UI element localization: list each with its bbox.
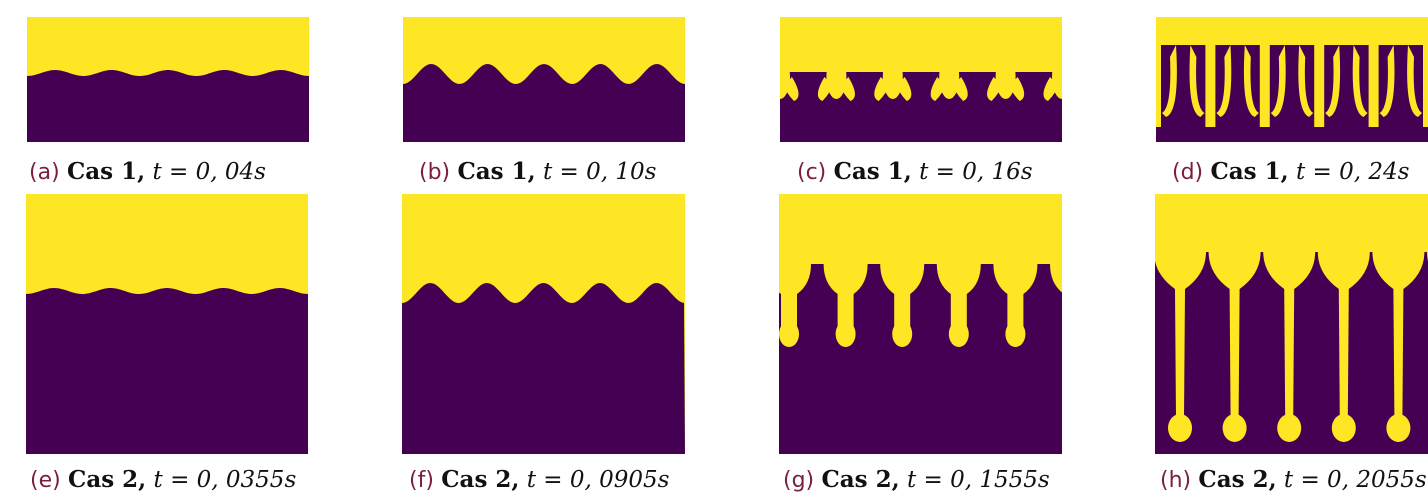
caption-g-time: t = 0, 1555s xyxy=(906,467,1050,493)
caption-d-time: t = 0, 24s xyxy=(1295,159,1410,185)
caption-c-time: t = 0, 16s xyxy=(919,159,1033,185)
caption-f: (f) Cas 2, t = 0, 0905s xyxy=(409,466,669,495)
panel-h xyxy=(1155,194,1428,454)
panel-g xyxy=(779,194,1062,454)
caption-c-label: (c) xyxy=(797,160,827,185)
caption-a-label: (a) xyxy=(29,160,60,185)
panel-f xyxy=(402,194,685,454)
panel-d xyxy=(1156,17,1428,142)
simulation-image-h xyxy=(1155,194,1428,454)
panel-b xyxy=(403,17,685,142)
simulation-image-d xyxy=(1156,17,1428,142)
caption-h-label: (h) xyxy=(1160,468,1192,493)
caption-e: (e) Cas 2, t = 0, 0355s xyxy=(30,466,296,495)
caption-f-label: (f) xyxy=(409,468,434,493)
caption-e-case: Cas 2, xyxy=(68,466,147,493)
simulation-image-e xyxy=(26,194,308,454)
caption-d: (d) Cas 1, t = 0, 24s xyxy=(1172,158,1409,187)
panel-a xyxy=(27,17,309,142)
caption-g: (g) Cas 2, t = 0, 1555s xyxy=(783,466,1050,495)
simulation-image-a xyxy=(27,17,309,142)
caption-g-case: Cas 2, xyxy=(821,466,900,493)
caption-c-case: Cas 1, xyxy=(833,158,912,185)
caption-e-label: (e) xyxy=(30,468,61,493)
caption-f-case: Cas 2, xyxy=(441,466,520,493)
caption-d-label: (d) xyxy=(1172,160,1204,185)
caption-b-case: Cas 1, xyxy=(457,158,536,185)
caption-c: (c) Cas 1, t = 0, 16s xyxy=(797,158,1033,187)
caption-g-label: (g) xyxy=(783,468,815,493)
caption-b: (b) Cas 1, t = 0, 10s xyxy=(419,158,656,187)
panel-e xyxy=(26,194,308,454)
caption-d-case: Cas 1, xyxy=(1210,158,1289,185)
caption-a-case: Cas 1, xyxy=(66,158,146,185)
caption-f-time: t = 0, 0905s xyxy=(526,467,670,493)
simulation-image-g xyxy=(779,194,1062,454)
panel-c xyxy=(780,17,1062,142)
caption-e-time: t = 0, 0355s xyxy=(153,467,297,493)
caption-a: (a) Cas 1, t = 0, 04s xyxy=(29,158,266,187)
caption-b-label: (b) xyxy=(419,160,451,185)
caption-h-case: Cas 2, xyxy=(1198,466,1277,493)
simulation-image-c xyxy=(780,17,1062,142)
simulation-image-f xyxy=(402,194,685,454)
caption-h: (h) Cas 2, t = 0, 2055s xyxy=(1160,466,1427,495)
caption-a-time: t = 0, 04s xyxy=(152,159,266,185)
caption-b-time: t = 0, 10s xyxy=(542,159,657,185)
simulation-image-b xyxy=(403,17,685,142)
caption-h-time: t = 0, 2055s xyxy=(1283,467,1427,493)
